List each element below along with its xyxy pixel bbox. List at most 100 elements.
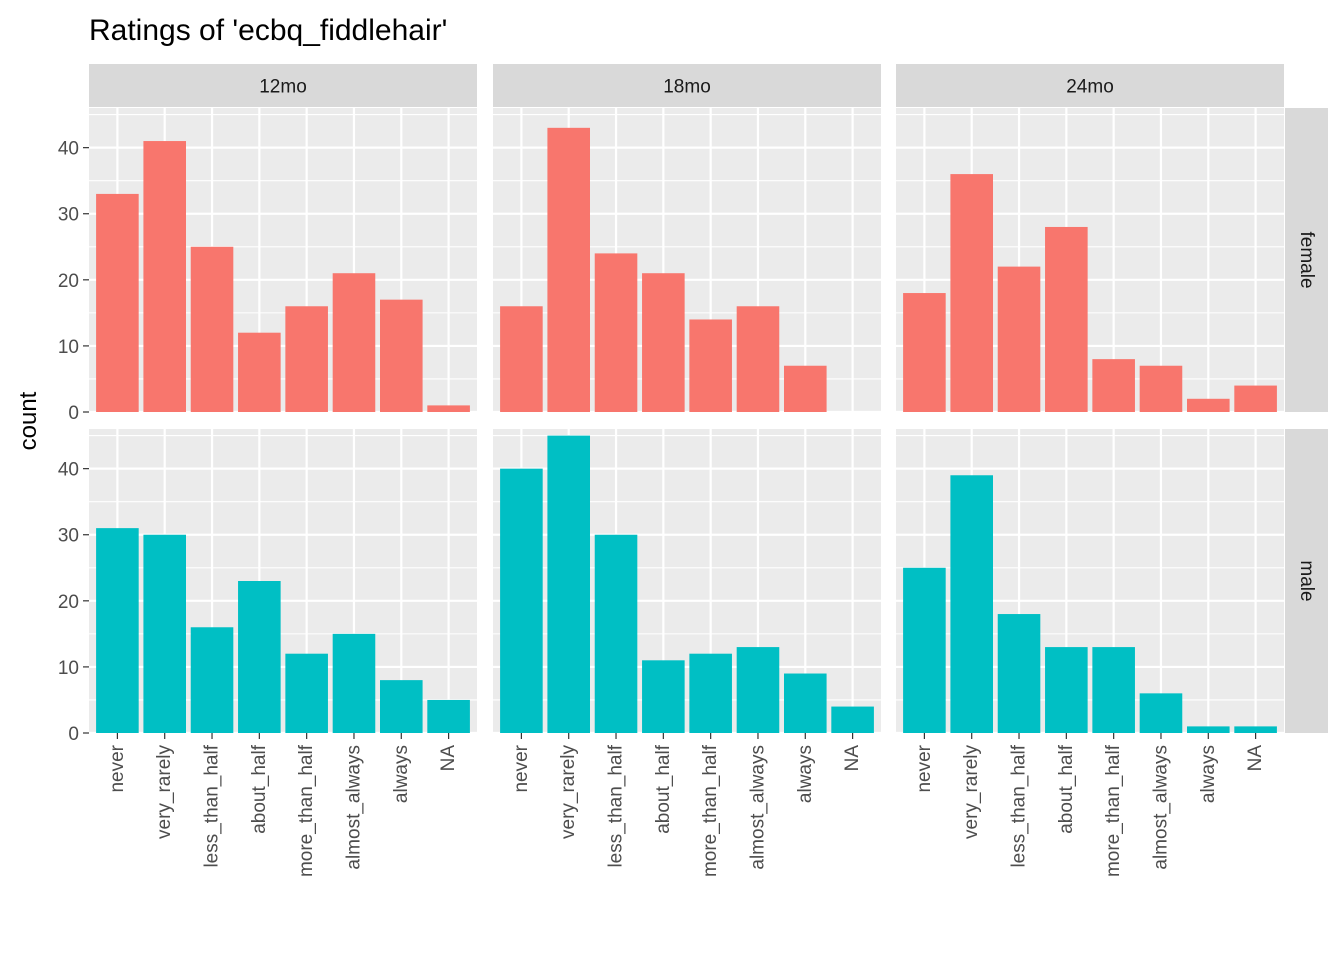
panel-24mo-female [896,108,1284,414]
x-tick-label: always [1198,745,1219,803]
bar-almost_always [736,647,780,733]
x-tick-label: almost_always [343,745,364,870]
bar-never [96,528,139,733]
bar-very_rarely [950,174,993,412]
x-tick-label: more_than_half [296,744,317,877]
bar-almost_always [332,273,376,412]
facet-strip-12mo [89,64,477,107]
panel-12mo-female: 0 10 20 30 40 [58,108,477,424]
bar-NA [1234,726,1277,733]
y-tick-label: 40 [58,460,79,481]
bar-less_than_half [190,246,234,412]
facet-strip-label: 12mo [259,77,307,98]
bar-very_rarely [143,534,186,733]
bar-NA [427,405,470,412]
bar-always [1187,726,1230,733]
bar-very_rarely [950,475,993,733]
x-tick-label: never [914,744,935,792]
x-tick-label: always [391,745,412,803]
bar-less_than_half [594,534,638,733]
x-tick-label: very_rarely [154,745,175,839]
y-tick-label: 10 [58,337,79,358]
facet-strip-label: male [1296,560,1317,601]
bar-NA [1234,385,1277,412]
panel-12mo-male: 0 10 20 30 40 never very_rarely less_than_half a… [58,429,477,877]
bar-almost_always [332,633,376,733]
bar-never [500,306,543,412]
bar-about_half [238,581,281,733]
x-tick-label: NA [438,745,459,772]
x-tick-label: very_rarely [558,745,579,839]
x-tick-label: less_than_half [1009,744,1030,867]
panel-18mo-female [493,108,881,414]
facet-strip-label: 18mo [663,77,711,98]
bar-never [903,293,946,412]
y-tick-label: 20 [58,271,79,292]
x-tick-label: almost_always [1150,745,1171,870]
y-tick-label: 0 [68,403,79,424]
x-tick-label: very_rarely [961,745,982,839]
bar-less_than_half [997,266,1041,412]
x-tick-label: about_half [249,744,270,833]
bar-more_than_half [689,653,732,733]
bar-always [380,680,423,733]
x-tick-label: almost_always [747,745,768,870]
bar-never [96,193,139,412]
bar-always [380,299,423,412]
bar-never [500,468,543,733]
bar-about_half [1045,647,1088,733]
x-tick-label: never [511,744,532,792]
bar-more_than_half [689,319,732,412]
bar-less_than_half [594,253,638,412]
bar-always [1187,398,1230,412]
x-tick-label: about_half [1056,744,1077,833]
facet-strip-female [1285,108,1328,412]
bar-less_than_half [997,614,1041,733]
x-tick-label: less_than_half [606,744,627,867]
bar-more_than_half [1092,647,1135,733]
bar-almost_always [1139,693,1183,733]
y-tick-label: 30 [58,526,79,547]
bar-never [903,567,946,733]
bar-almost_always [1139,365,1183,412]
x-tick-label: never [107,744,128,792]
y-tick-label: 40 [58,139,79,160]
facet-strip-label: 24mo [1066,77,1114,98]
facet-strip-18mo [493,64,881,107]
bar-very_rarely [547,127,590,413]
bar-NA [831,706,874,733]
bar-about_half [642,273,685,412]
y-axis-title: count [15,391,42,450]
chart-title: Ratings of 'ecbq_fiddlehair' [89,14,447,47]
x-tick-label: more_than_half [700,744,721,877]
y-tick-label: 30 [58,205,79,226]
bar-always [784,673,827,733]
bar-about_half [1045,226,1088,412]
panel-18mo-male: never very_rarely less_than_half about_half… [493,429,881,877]
x-tick-label: less_than_half [202,744,223,867]
facet-strip-male [1285,429,1328,733]
x-tick-label: NA [842,745,863,772]
x-tick-label: about_half [653,744,674,833]
bar-very_rarely [547,435,590,733]
bar-NA [427,699,470,733]
bar-very_rarely [143,141,186,413]
y-tick-label: 0 [68,724,79,745]
bar-almost_always [736,306,780,412]
facet-strip-label: female [1296,231,1317,288]
bar-less_than_half [190,627,234,733]
panels-layer: 12mo 18mo 24mo female male 0 10 20 30 40 0 10 20 30 40… [58,64,1328,877]
bar-always [784,365,827,412]
bar-about_half [238,332,281,412]
y-tick-label: 20 [58,592,79,613]
bar-more_than_half [285,306,328,412]
bar-more_than_half [285,653,328,733]
y-tick-label: 10 [58,658,79,679]
x-tick-label: NA [1245,745,1266,772]
x-tick-label: always [795,745,816,803]
facet-strip-24mo [896,64,1284,107]
x-tick-label: more_than_half [1103,744,1124,877]
bar-about_half [642,660,685,733]
panel-24mo-male: never very_rarely less_than_half about_half… [896,429,1284,877]
